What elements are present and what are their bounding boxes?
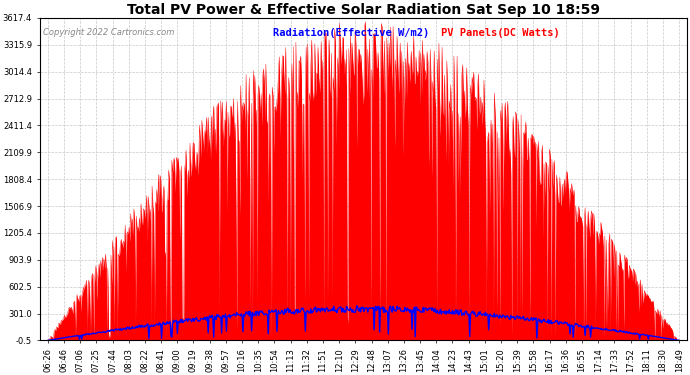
Text: PV Panels(DC Watts): PV Panels(DC Watts) bbox=[441, 28, 560, 38]
Text: Radiation(Effective W/m2): Radiation(Effective W/m2) bbox=[273, 28, 429, 38]
Title: Total PV Power & Effective Solar Radiation Sat Sep 10 18:59: Total PV Power & Effective Solar Radiati… bbox=[127, 3, 600, 17]
Text: Copyright 2022 Cartronics.com: Copyright 2022 Cartronics.com bbox=[43, 28, 175, 37]
